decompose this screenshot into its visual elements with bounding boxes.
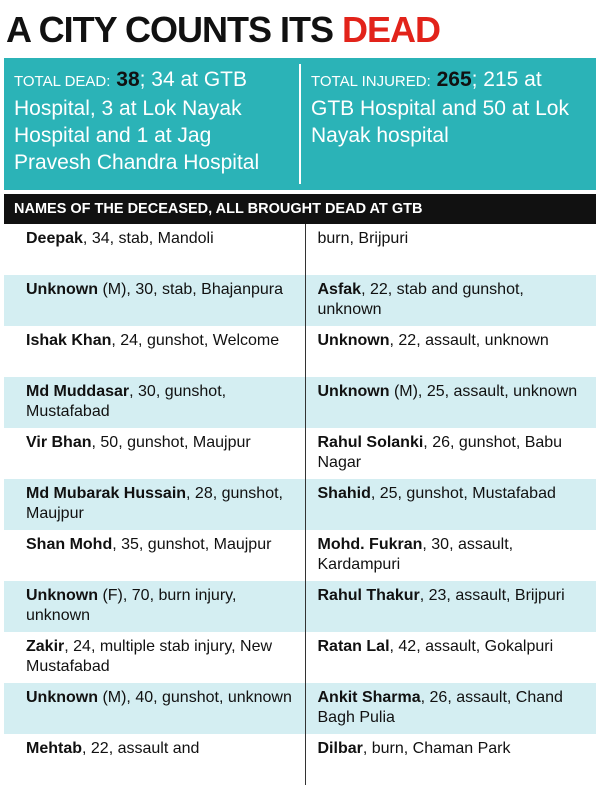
title-highlight: DEAD	[342, 9, 441, 50]
deceased-details: (M), 40, gunshot, unknown	[98, 689, 292, 706]
stats-box: TOTAL DEAD: 38; 34 at GTB Hospital, 3 at…	[4, 58, 596, 190]
stat-value: 265	[436, 68, 472, 91]
stat-detail: ; 215 at GTB Hospital and 50 at Lok Naya…	[311, 68, 569, 147]
table-row: Vir Bhan, 50, gunshot, Maujpur Rahul Sola…	[4, 428, 596, 479]
deceased-details: , 24, multiple stab injury, New Mustafab…	[26, 638, 273, 675]
deceased-name: Shahid	[317, 485, 371, 502]
table-cell: Shan Mohd, 35, gunshot, Maujpur	[4, 530, 305, 581]
table-cell: Unknown, 22, assault, unknown	[304, 326, 597, 377]
deceased-name: Vir Bhan	[26, 434, 92, 451]
deceased-name: Asfak	[317, 281, 362, 298]
deceased-name: Mohd. Fukran	[317, 536, 423, 553]
table-cell: Mohd. Fukran, 30, assault, Kardampuri	[304, 530, 597, 581]
table-cell: Unknown (M), 25, assault, unknown	[304, 377, 597, 428]
table-cell: Ishak Khan, 24, gunshot, Welcome	[4, 326, 305, 377]
table-cell: Shahid, 25, gunshot, Mustafabad	[304, 479, 597, 530]
table-row: Mehtab, 22, assault and Dilbar, burn, Cha…	[4, 734, 596, 785]
deceased-details: , 22, assault, unknown	[389, 332, 549, 349]
table-cell: Md Muddasar, 30, gunshot, Mustafabad	[4, 377, 305, 428]
table-cell: Zakir, 24, multiple stab injury, New Mus…	[4, 632, 305, 683]
deceased-name: Deepak	[26, 230, 83, 247]
deceased-details: , 26, gunshot, Babu Nagar	[317, 434, 563, 471]
deceased-details: , 23, assault, Brijpuri	[419, 587, 565, 604]
title: A CITY COUNTS ITS DEAD	[0, 0, 600, 58]
table-cell: Rahul Solanki, 26, gunshot, Babu Nagar	[304, 428, 597, 479]
table: Deepak, 34, stab, Mandoli burn, Brijpuri U…	[4, 224, 596, 785]
deceased-details: , 25, gunshot, Mustafabad	[370, 485, 556, 502]
title-main: A CITY COUNTS ITS	[6, 9, 334, 50]
deceased-details: , 30, gunshot, Mustafabad	[26, 383, 227, 420]
deceased-details: , 24, gunshot, Welcome	[111, 332, 280, 349]
table-row: Ishak Khan, 24, gunshot, Welcome Unknown,…	[4, 326, 596, 377]
stat: TOTAL DEAD: 38; 34 at GTB Hospital, 3 at…	[4, 58, 299, 190]
table-row: Unknown (M), 30, stab, Bhajanpura Asfak, …	[4, 275, 596, 326]
deceased-details: (F), 70, burn injury, unknown	[26, 587, 237, 624]
deceased-details: , 30, assault, Kardampuri	[317, 536, 514, 573]
deceased-details: , burn, Chaman Park	[362, 740, 511, 757]
table-cell: Unknown (M), 40, gunshot, unknown	[4, 683, 305, 734]
deceased-name: Zakir	[26, 638, 65, 655]
deceased-name: Unknown	[26, 587, 98, 604]
table-cell: Mehtab, 22, assault and	[4, 734, 305, 785]
deceased-details: , 50, gunshot, Maujpur	[91, 434, 251, 451]
deceased-name: Shan Mohd	[26, 536, 113, 553]
table-cell: Deepak, 34, stab, Mandoli	[4, 224, 305, 275]
table-cell: Unknown (F), 70, burn injury, unknown	[4, 581, 305, 632]
deceased-name: Ankit Sharma	[317, 689, 421, 706]
table-cell: Dilbar, burn, Chaman Park	[304, 734, 597, 785]
stat: TOTAL INJURED: 265; 215 at GTB Hospital …	[299, 64, 596, 184]
deceased-details: , 42, assault, Gokalpuri	[389, 638, 554, 655]
stat-value: 38	[116, 68, 140, 91]
deceased-details: , 28, gunshot, Maujpur	[26, 485, 283, 522]
table-cell: Asfak, 22, stab and gunshot, unknown	[304, 275, 597, 326]
table-row: Shan Mohd, 35, gunshot, Maujpur Mohd. Fuk…	[4, 530, 596, 581]
deceased-name: Md Mubarak Hussain	[26, 485, 187, 502]
table-cell: Ratan Lal, 42, assault, Gokalpuri	[304, 632, 597, 683]
deceased-name: Unknown	[317, 332, 390, 349]
deceased-name: Dilbar	[317, 740, 363, 757]
deceased-details: , 22, stab and gunshot, unknown	[317, 281, 524, 318]
table-cell: Md Mubarak Hussain, 28, gunshot, Maujpur	[4, 479, 305, 530]
table-cell: Unknown (M), 30, stab, Bhajanpura	[4, 275, 305, 326]
table-cell: burn, Brijpuri	[304, 224, 597, 275]
deceased-details: burn, Brijpuri	[317, 230, 409, 247]
deceased-name: Unknown	[317, 383, 390, 400]
deceased-details: , 22, assault and	[82, 740, 200, 757]
deceased-name: Mehtab	[26, 740, 82, 757]
deceased-details: , 35, gunshot, Maujpur	[112, 536, 272, 553]
deceased-name: Rahul Solanki	[317, 434, 424, 451]
deceased-name: Unknown	[26, 281, 98, 298]
table-cell: Vir Bhan, 50, gunshot, Maujpur	[4, 428, 305, 479]
deceased-name: Ishak Khan	[26, 332, 112, 349]
table-header: NAMES OF THE DECEASED, ALL BROUGHT DEAD …	[4, 194, 596, 224]
deceased-details: (M), 25, assault, unknown	[389, 383, 578, 400]
deceased-details: , 26, assault, Chand Bagh Pulia	[317, 689, 563, 726]
table-cell: Ankit Sharma, 26, assault, Chand Bagh Pu…	[304, 683, 597, 734]
table-cell: Rahul Thakur, 23, assault, Brijpuri	[304, 581, 597, 632]
deceased-name: Ratan Lal	[317, 638, 390, 655]
stat-label: TOTAL DEAD:	[14, 73, 111, 90]
table-row: Zakir, 24, multiple stab injury, New Mus…	[4, 632, 596, 683]
deceased-details: (M), 30, stab, Bhajanpura	[98, 281, 283, 298]
stat-detail: ; 34 at GTB Hospital, 3 at Lok Nayak Hos…	[14, 68, 260, 174]
stat-label: TOTAL INJURED:	[311, 73, 431, 90]
table-row: Unknown (M), 40, gunshot, unknown Ankit S…	[4, 683, 596, 734]
table-row: Deepak, 34, stab, Mandoli burn, Brijpuri	[4, 224, 596, 275]
deceased-name: Rahul Thakur	[317, 587, 420, 604]
table-row: Md Muddasar, 30, gunshot, Mustafabad Unkn…	[4, 377, 596, 428]
table-row: Unknown (F), 70, burn injury, unknown Rah…	[4, 581, 596, 632]
table-row: Md Mubarak Hussain, 28, gunshot, Maujpur…	[4, 479, 596, 530]
deceased-name: Unknown	[26, 689, 98, 706]
deceased-details: , 34, stab, Mandoli	[82, 230, 214, 247]
deceased-name: Md Muddasar	[26, 383, 130, 400]
